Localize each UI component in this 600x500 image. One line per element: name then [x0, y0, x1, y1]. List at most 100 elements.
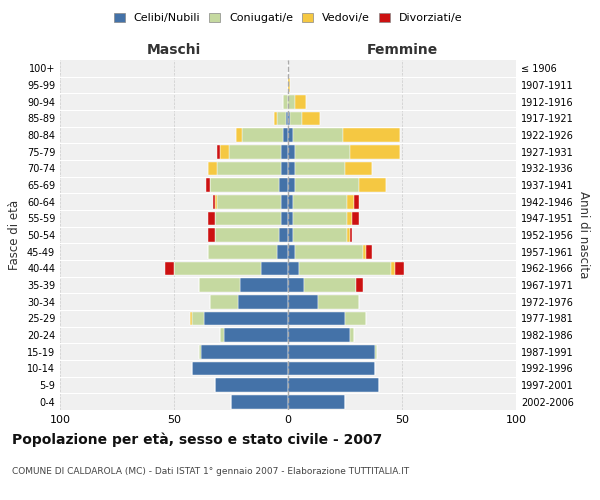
Bar [350, 228, 352, 242]
Bar [215, 195, 217, 208]
Bar [274, 112, 277, 125]
Bar [288, 78, 290, 92]
Y-axis label: Fasce di età: Fasce di età [8, 200, 21, 270]
Bar [215, 212, 281, 225]
Text: Popolazione per età, sesso e stato civile - 2007: Popolazione per età, sesso e stato civil… [12, 432, 382, 447]
Bar [288, 162, 295, 175]
Bar [286, 112, 288, 125]
Bar [295, 145, 350, 158]
Bar [293, 228, 347, 242]
Bar [165, 262, 174, 275]
Legend: Celibi/Nubili, Coniugati/e, Vedovi/e, Divorziati/e: Celibi/Nubili, Coniugati/e, Vedovi/e, Di… [110, 10, 466, 26]
Bar [281, 195, 288, 208]
Bar [288, 278, 304, 292]
Bar [213, 195, 215, 208]
Bar [199, 278, 240, 292]
Bar [192, 312, 203, 325]
Bar [347, 195, 354, 208]
Bar [288, 345, 374, 358]
Bar [236, 128, 242, 142]
Bar [304, 278, 356, 292]
Bar [293, 195, 347, 208]
Bar [374, 345, 377, 358]
Bar [347, 228, 350, 242]
Bar [288, 328, 350, 342]
Bar [288, 312, 345, 325]
Bar [288, 262, 299, 275]
Bar [288, 378, 379, 392]
Bar [295, 95, 306, 108]
Bar [279, 228, 288, 242]
Y-axis label: Anni di nascita: Anni di nascita [577, 192, 590, 278]
Bar [293, 128, 343, 142]
Bar [281, 162, 288, 175]
Bar [283, 95, 288, 108]
Bar [295, 162, 345, 175]
Bar [211, 178, 279, 192]
Bar [288, 295, 317, 308]
Bar [288, 195, 293, 208]
Bar [347, 212, 352, 225]
Bar [206, 178, 211, 192]
Bar [345, 162, 373, 175]
Bar [288, 395, 345, 408]
Bar [288, 95, 295, 108]
Bar [365, 245, 373, 258]
Text: COMUNE DI CALDAROLA (MC) - Dati ISTAT 1° gennaio 2007 - Elaborazione TUTTITALIA.: COMUNE DI CALDAROLA (MC) - Dati ISTAT 1°… [12, 468, 409, 476]
Bar [302, 112, 320, 125]
Bar [288, 212, 293, 225]
Bar [174, 262, 260, 275]
Bar [288, 362, 374, 375]
Bar [288, 128, 293, 142]
Bar [208, 212, 215, 225]
Bar [391, 262, 395, 275]
Bar [208, 162, 217, 175]
Bar [283, 128, 288, 142]
Bar [343, 128, 400, 142]
Bar [215, 228, 279, 242]
Bar [359, 178, 386, 192]
Bar [350, 328, 354, 342]
Bar [211, 295, 238, 308]
Bar [363, 245, 365, 258]
Bar [231, 395, 288, 408]
Bar [277, 245, 288, 258]
Bar [288, 145, 295, 158]
Bar [208, 228, 215, 242]
Bar [240, 278, 288, 292]
Bar [217, 145, 220, 158]
Bar [277, 112, 286, 125]
Bar [192, 362, 288, 375]
Bar [202, 345, 288, 358]
Bar [295, 178, 359, 192]
Bar [295, 245, 363, 258]
Bar [354, 195, 359, 208]
Bar [217, 162, 281, 175]
Bar [199, 345, 202, 358]
Text: Maschi: Maschi [147, 42, 201, 56]
Bar [229, 145, 281, 158]
Bar [190, 312, 192, 325]
Bar [395, 262, 404, 275]
Bar [238, 295, 288, 308]
Bar [293, 212, 347, 225]
Text: Femmine: Femmine [367, 42, 437, 56]
Bar [220, 145, 229, 158]
Bar [220, 328, 224, 342]
Bar [288, 112, 290, 125]
Bar [288, 178, 295, 192]
Bar [281, 212, 288, 225]
Bar [288, 228, 293, 242]
Bar [260, 262, 288, 275]
Bar [345, 312, 365, 325]
Bar [350, 145, 400, 158]
Bar [290, 112, 302, 125]
Bar [242, 128, 283, 142]
Bar [203, 312, 288, 325]
Bar [299, 262, 391, 275]
Bar [317, 295, 359, 308]
Bar [215, 378, 288, 392]
Bar [288, 245, 295, 258]
Bar [356, 278, 363, 292]
Bar [224, 328, 288, 342]
